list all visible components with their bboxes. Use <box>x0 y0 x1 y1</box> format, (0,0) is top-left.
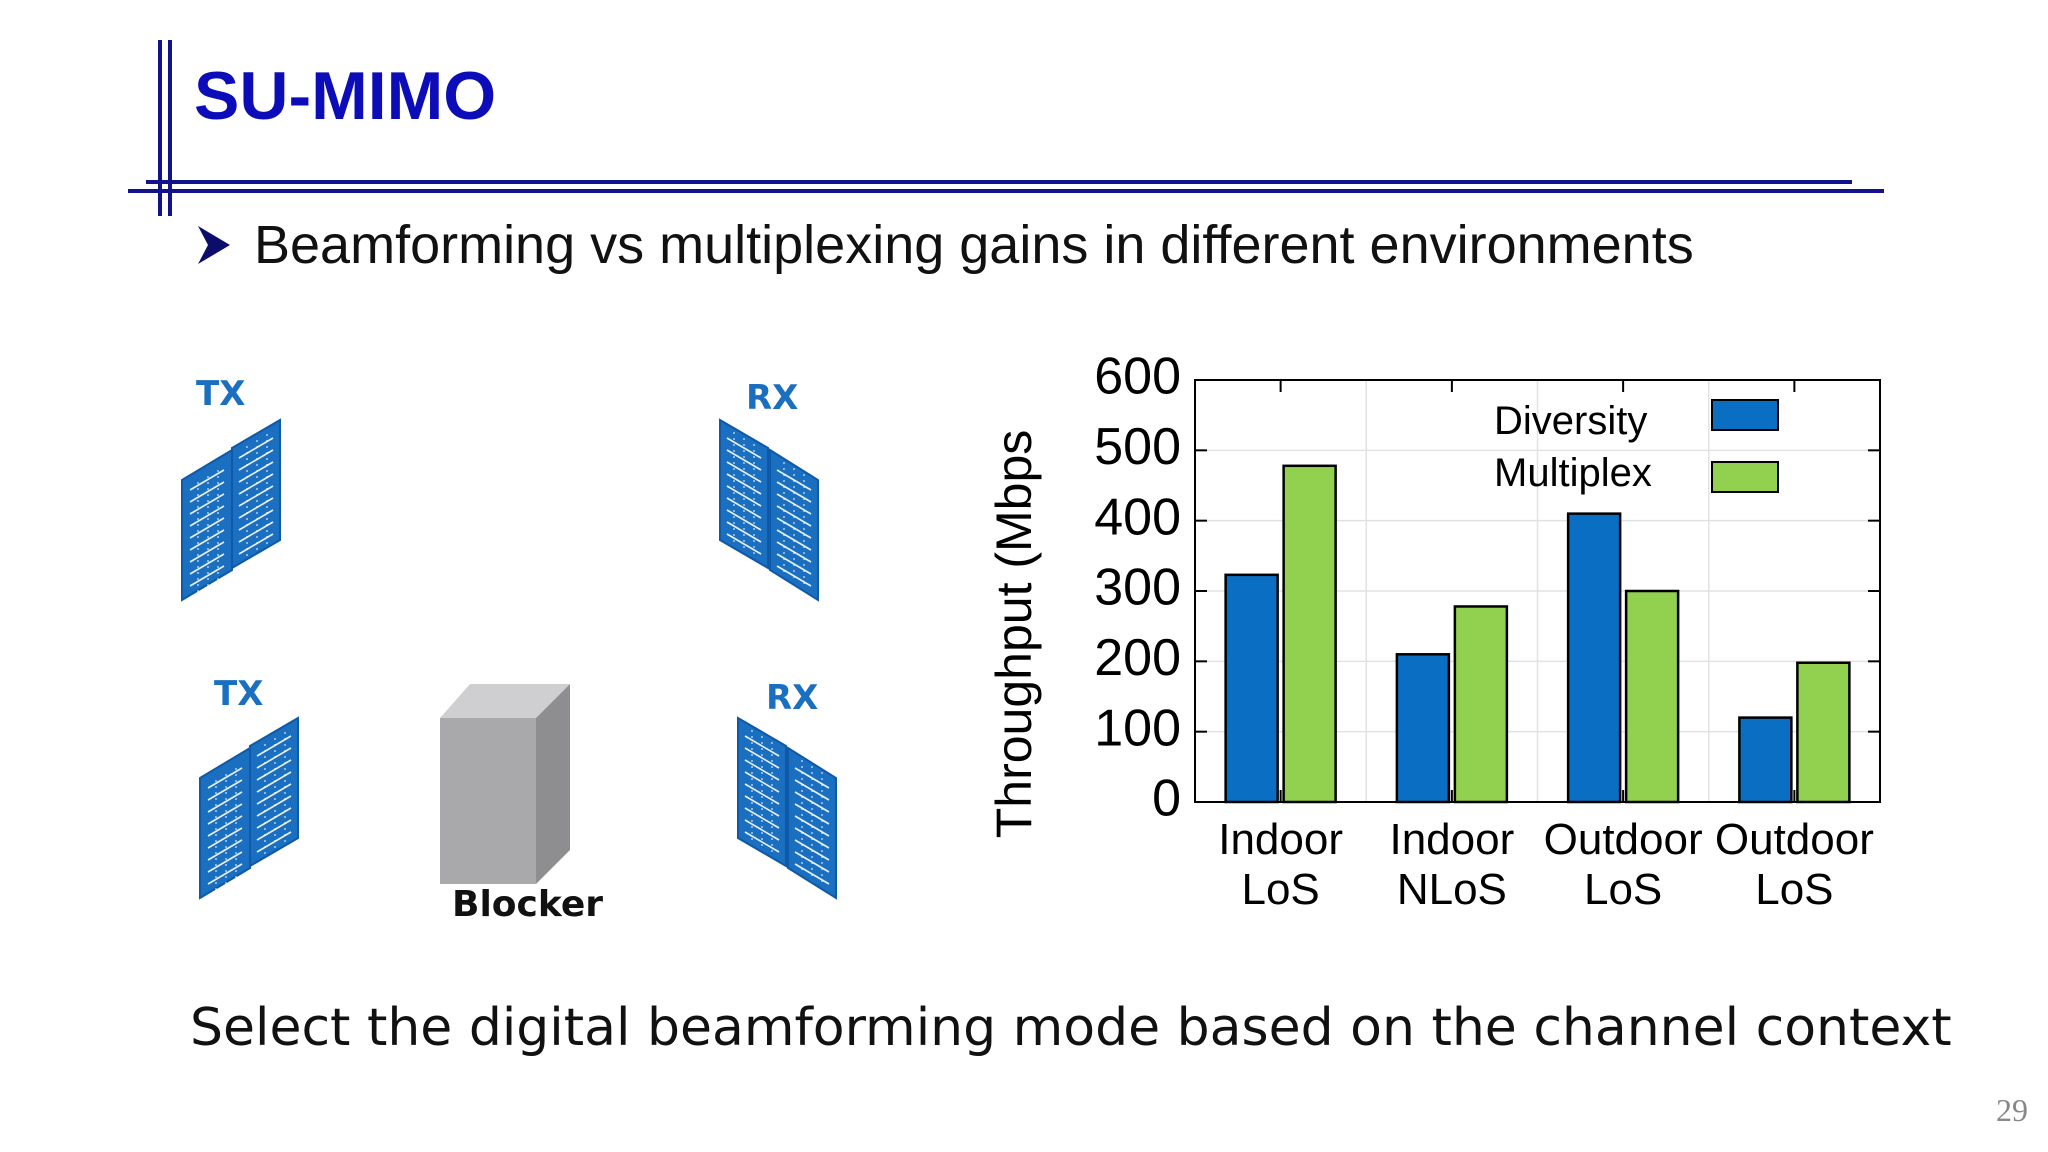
bar-diversity-0 <box>1224 573 1279 804</box>
y-tick-label: 400 <box>1094 488 1181 546</box>
title-rule-vertical-right <box>168 40 172 216</box>
conclusion-text: Select the digital beamforming mode base… <box>190 998 1952 1058</box>
x-tick-label-line1: Outdoor <box>1544 815 1703 864</box>
blocker-label: Blocker <box>452 884 603 925</box>
chart-ticks <box>1195 379 1880 803</box>
x-tick-label-line2: NLoS <box>1397 865 1507 914</box>
title-rule-vertical-left <box>158 40 162 216</box>
slide-title: SU-MIMO <box>194 58 497 134</box>
throughput-bar-chart: 0100200300400500600IndoorLoSIndoorNLoSOu… <box>986 350 1881 914</box>
y-tick-label: 200 <box>1094 629 1181 687</box>
legend-swatch-diversity <box>1711 399 1779 431</box>
x-tick-label-line1: Outdoor <box>1715 815 1874 864</box>
page-number: 29 <box>1996 1092 2028 1128</box>
legend-label-multiplex: Multiplex <box>1494 451 1652 495</box>
legend: Diversity Multiplex <box>1494 399 1779 495</box>
chart-bars <box>1224 464 1851 804</box>
title-rule-horizontal-top <box>146 180 1852 184</box>
y-axis-label: Throughput (Mbps <box>986 430 1042 839</box>
y-tick-label: 300 <box>1094 559 1181 617</box>
legend-swatch-multiplex <box>1711 461 1779 493</box>
bar-multiplex-0 <box>1282 464 1337 804</box>
x-tick-label-line2: LoS <box>1755 865 1833 914</box>
top-rx-label: RX <box>746 378 799 418</box>
arrow-bullet-icon <box>198 226 230 264</box>
bar-diversity-1 <box>1395 653 1451 804</box>
bar-multiplex-3 <box>1796 661 1851 804</box>
bullet-text: Beamforming vs multiplexing gains in dif… <box>254 215 1694 275</box>
x-tick-label-line1: Indoor <box>1389 815 1514 864</box>
bar-multiplex-2 <box>1624 589 1680 804</box>
bullet-item: Beamforming vs multiplexing gains in dif… <box>196 214 1694 276</box>
antenna-diagram <box>181 419 837 899</box>
legend-label-diversity: Diversity <box>1494 399 1647 443</box>
y-tick-label: 500 <box>1094 418 1181 476</box>
top-rx-antenna-icon <box>719 419 819 601</box>
bar-diversity-3 <box>1738 716 1793 804</box>
y-tick-label: 600 <box>1094 350 1181 406</box>
bottom-tx-label: TX <box>214 674 264 714</box>
bottom-rx-antenna-icon <box>737 717 837 899</box>
title-rule-horizontal-bottom <box>128 189 1884 193</box>
bottom-rx-label: RX <box>766 678 819 718</box>
chart-labels: 0100200300400500600IndoorLoSIndoorNLoSOu… <box>1094 350 1874 914</box>
y-tick-label: 100 <box>1094 699 1181 757</box>
bar-diversity-2 <box>1566 512 1622 804</box>
x-tick-label-line2: LoS <box>1584 865 1662 914</box>
top-tx-antenna-icon <box>181 419 281 601</box>
x-tick-label-line1: Indoor <box>1218 815 1343 864</box>
y-tick-label: 0 <box>1152 770 1181 828</box>
bar-multiplex-1 <box>1453 605 1509 804</box>
bottom-tx-antenna-icon <box>199 717 299 899</box>
x-tick-label-line2: LoS <box>1241 865 1319 914</box>
blocker-cube-icon <box>440 684 570 884</box>
top-tx-label: TX <box>196 374 246 414</box>
